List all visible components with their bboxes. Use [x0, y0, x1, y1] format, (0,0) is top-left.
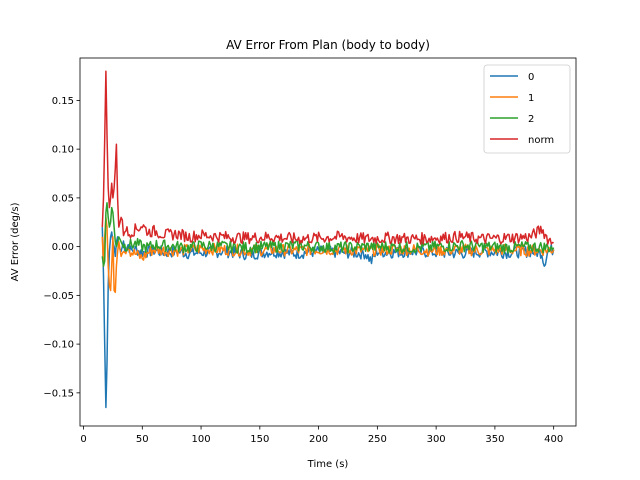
x-tick-label: 350	[485, 434, 504, 445]
y-tick-label: 0.15	[52, 96, 74, 107]
legend-label-1: 1	[528, 93, 534, 104]
series-layer	[101, 70, 555, 409]
y-axis-title: AV Error (deg/s)	[10, 202, 21, 281]
legend: 0 1 2 norm	[483, 64, 571, 154]
y-tick-label: −0.15	[43, 388, 74, 399]
y-tick-label: −0.10	[43, 340, 74, 351]
y-tick-label: 0.10	[52, 145, 74, 156]
legend-label-norm: norm	[528, 135, 554, 146]
x-tick-label: 400	[544, 434, 563, 445]
x-tick-label: 150	[250, 434, 269, 445]
x-tick-label: 100	[192, 434, 211, 445]
x-axis: 0 50 100 150 200 250 300 350 400	[80, 426, 563, 445]
x-axis-title: Time (s)	[307, 459, 349, 470]
x-tick-label: 250	[368, 434, 387, 445]
legend-label-0: 0	[528, 72, 534, 83]
x-tick-label: 300	[427, 434, 446, 445]
y-tick-label: −0.05	[43, 291, 74, 302]
x-tick-label: 0	[80, 434, 86, 445]
legend-label-2: 2	[528, 114, 534, 125]
y-tick-label: 0.00	[52, 242, 74, 253]
y-tick-label: 0.05	[52, 193, 74, 204]
x-tick-label: 200	[309, 434, 328, 445]
series-line-2	[101, 202, 555, 267]
legend-box	[483, 64, 571, 154]
x-tick-label: 50	[136, 434, 149, 445]
y-axis: −0.15 −0.10 −0.05 0.00 0.05 0.10 0.15	[43, 96, 80, 399]
chart-title: AV Error From Plan (body to body)	[226, 38, 430, 52]
series-line-norm	[101, 70, 554, 245]
